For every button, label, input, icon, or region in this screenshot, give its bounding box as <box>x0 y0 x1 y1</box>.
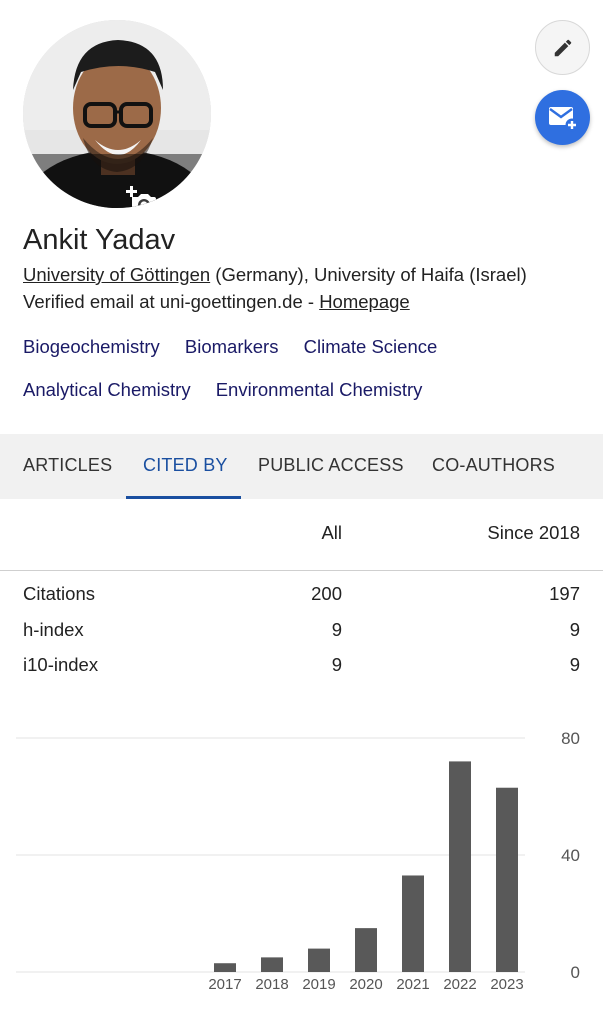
tab-bar: ARTICLES CITED BY PUBLIC ACCESS CO-AUTHO… <box>0 434 603 499</box>
x-tick-label: 2020 <box>349 976 382 993</box>
bar <box>355 928 377 972</box>
tab-cited-by[interactable]: CITED BY <box>143 455 228 475</box>
y-tick-label: 40 <box>561 846 580 865</box>
y-tick-label: 0 <box>571 963 580 982</box>
verified-email: Verified email at uni-goettingen.de - Ho… <box>23 291 410 313</box>
interest-link[interactable]: Analytical Chemistry <box>23 379 191 400</box>
tab-articles[interactable]: ARTICLES <box>23 455 113 475</box>
value-all: 200 <box>311 583 342 604</box>
y-tick-label: 80 <box>561 729 580 748</box>
value-since: 197 <box>549 583 580 604</box>
add-photo-icon[interactable] <box>124 186 156 208</box>
x-tick-label: 2022 <box>443 976 476 993</box>
tab-public-access[interactable]: PUBLIC ACCESS <box>258 455 404 475</box>
bar <box>402 875 424 972</box>
interests-row-1: Biogeochemistry Biomarkers Climate Scien… <box>23 336 583 358</box>
mail-plus-icon <box>548 106 578 131</box>
row-label: i10-index <box>23 654 99 675</box>
x-tick-label: 2019 <box>302 976 335 993</box>
pencil-icon <box>554 39 571 56</box>
x-tick-label: 2021 <box>396 976 429 993</box>
active-tab-indicator <box>126 496 241 499</box>
edit-profile-button[interactable] <box>535 20 590 75</box>
x-tick-label: 2023 <box>490 976 523 993</box>
citations-chart: 0 40 80 2017 2018 2019 2020 2021 2022 2023 <box>16 729 580 993</box>
affiliation: University of Göttingen (Germany), Unive… <box>23 264 527 286</box>
x-tick-label: 2018 <box>255 976 288 993</box>
homepage-link[interactable]: Homepage <box>319 291 410 312</box>
value-since: 9 <box>569 654 580 675</box>
bar <box>449 761 471 972</box>
follow-email-button[interactable] <box>535 90 590 145</box>
interest-link[interactable]: Climate Science <box>303 336 438 357</box>
interest-link[interactable]: Environmental Chemistry <box>215 379 423 400</box>
profile-name: Ankit Yadav <box>23 224 176 256</box>
profile-photo[interactable] <box>23 20 211 208</box>
column-header-all: All <box>321 522 342 543</box>
value-since: 9 <box>569 619 580 640</box>
email-text: Verified email at uni-goettingen.de - <box>23 291 320 312</box>
value-all: 9 <box>331 654 342 675</box>
x-tick-label: 2017 <box>208 976 241 993</box>
value-all: 9 <box>331 619 342 640</box>
affiliation-text: (Germany), University of Haifa (Israel) <box>210 264 527 285</box>
tab-co-authors[interactable]: CO-AUTHORS <box>432 455 555 475</box>
interests-row-2: Analytical Chemistry Environmental Chemi… <box>23 379 583 401</box>
interest-link[interactable]: Biomarkers <box>184 336 279 357</box>
column-header-since: Since 2018 <box>487 522 580 543</box>
bar <box>308 948 330 972</box>
bar <box>496 787 518 972</box>
row-label: Citations <box>23 583 95 604</box>
avatar-image <box>23 20 211 208</box>
bar <box>261 957 283 972</box>
row-label: h-index <box>23 619 84 640</box>
affiliation-link[interactable]: University of Göttingen <box>23 264 211 285</box>
bar <box>214 963 236 972</box>
table-divider <box>0 570 603 571</box>
interest-link[interactable]: Biogeochemistry <box>23 336 160 357</box>
